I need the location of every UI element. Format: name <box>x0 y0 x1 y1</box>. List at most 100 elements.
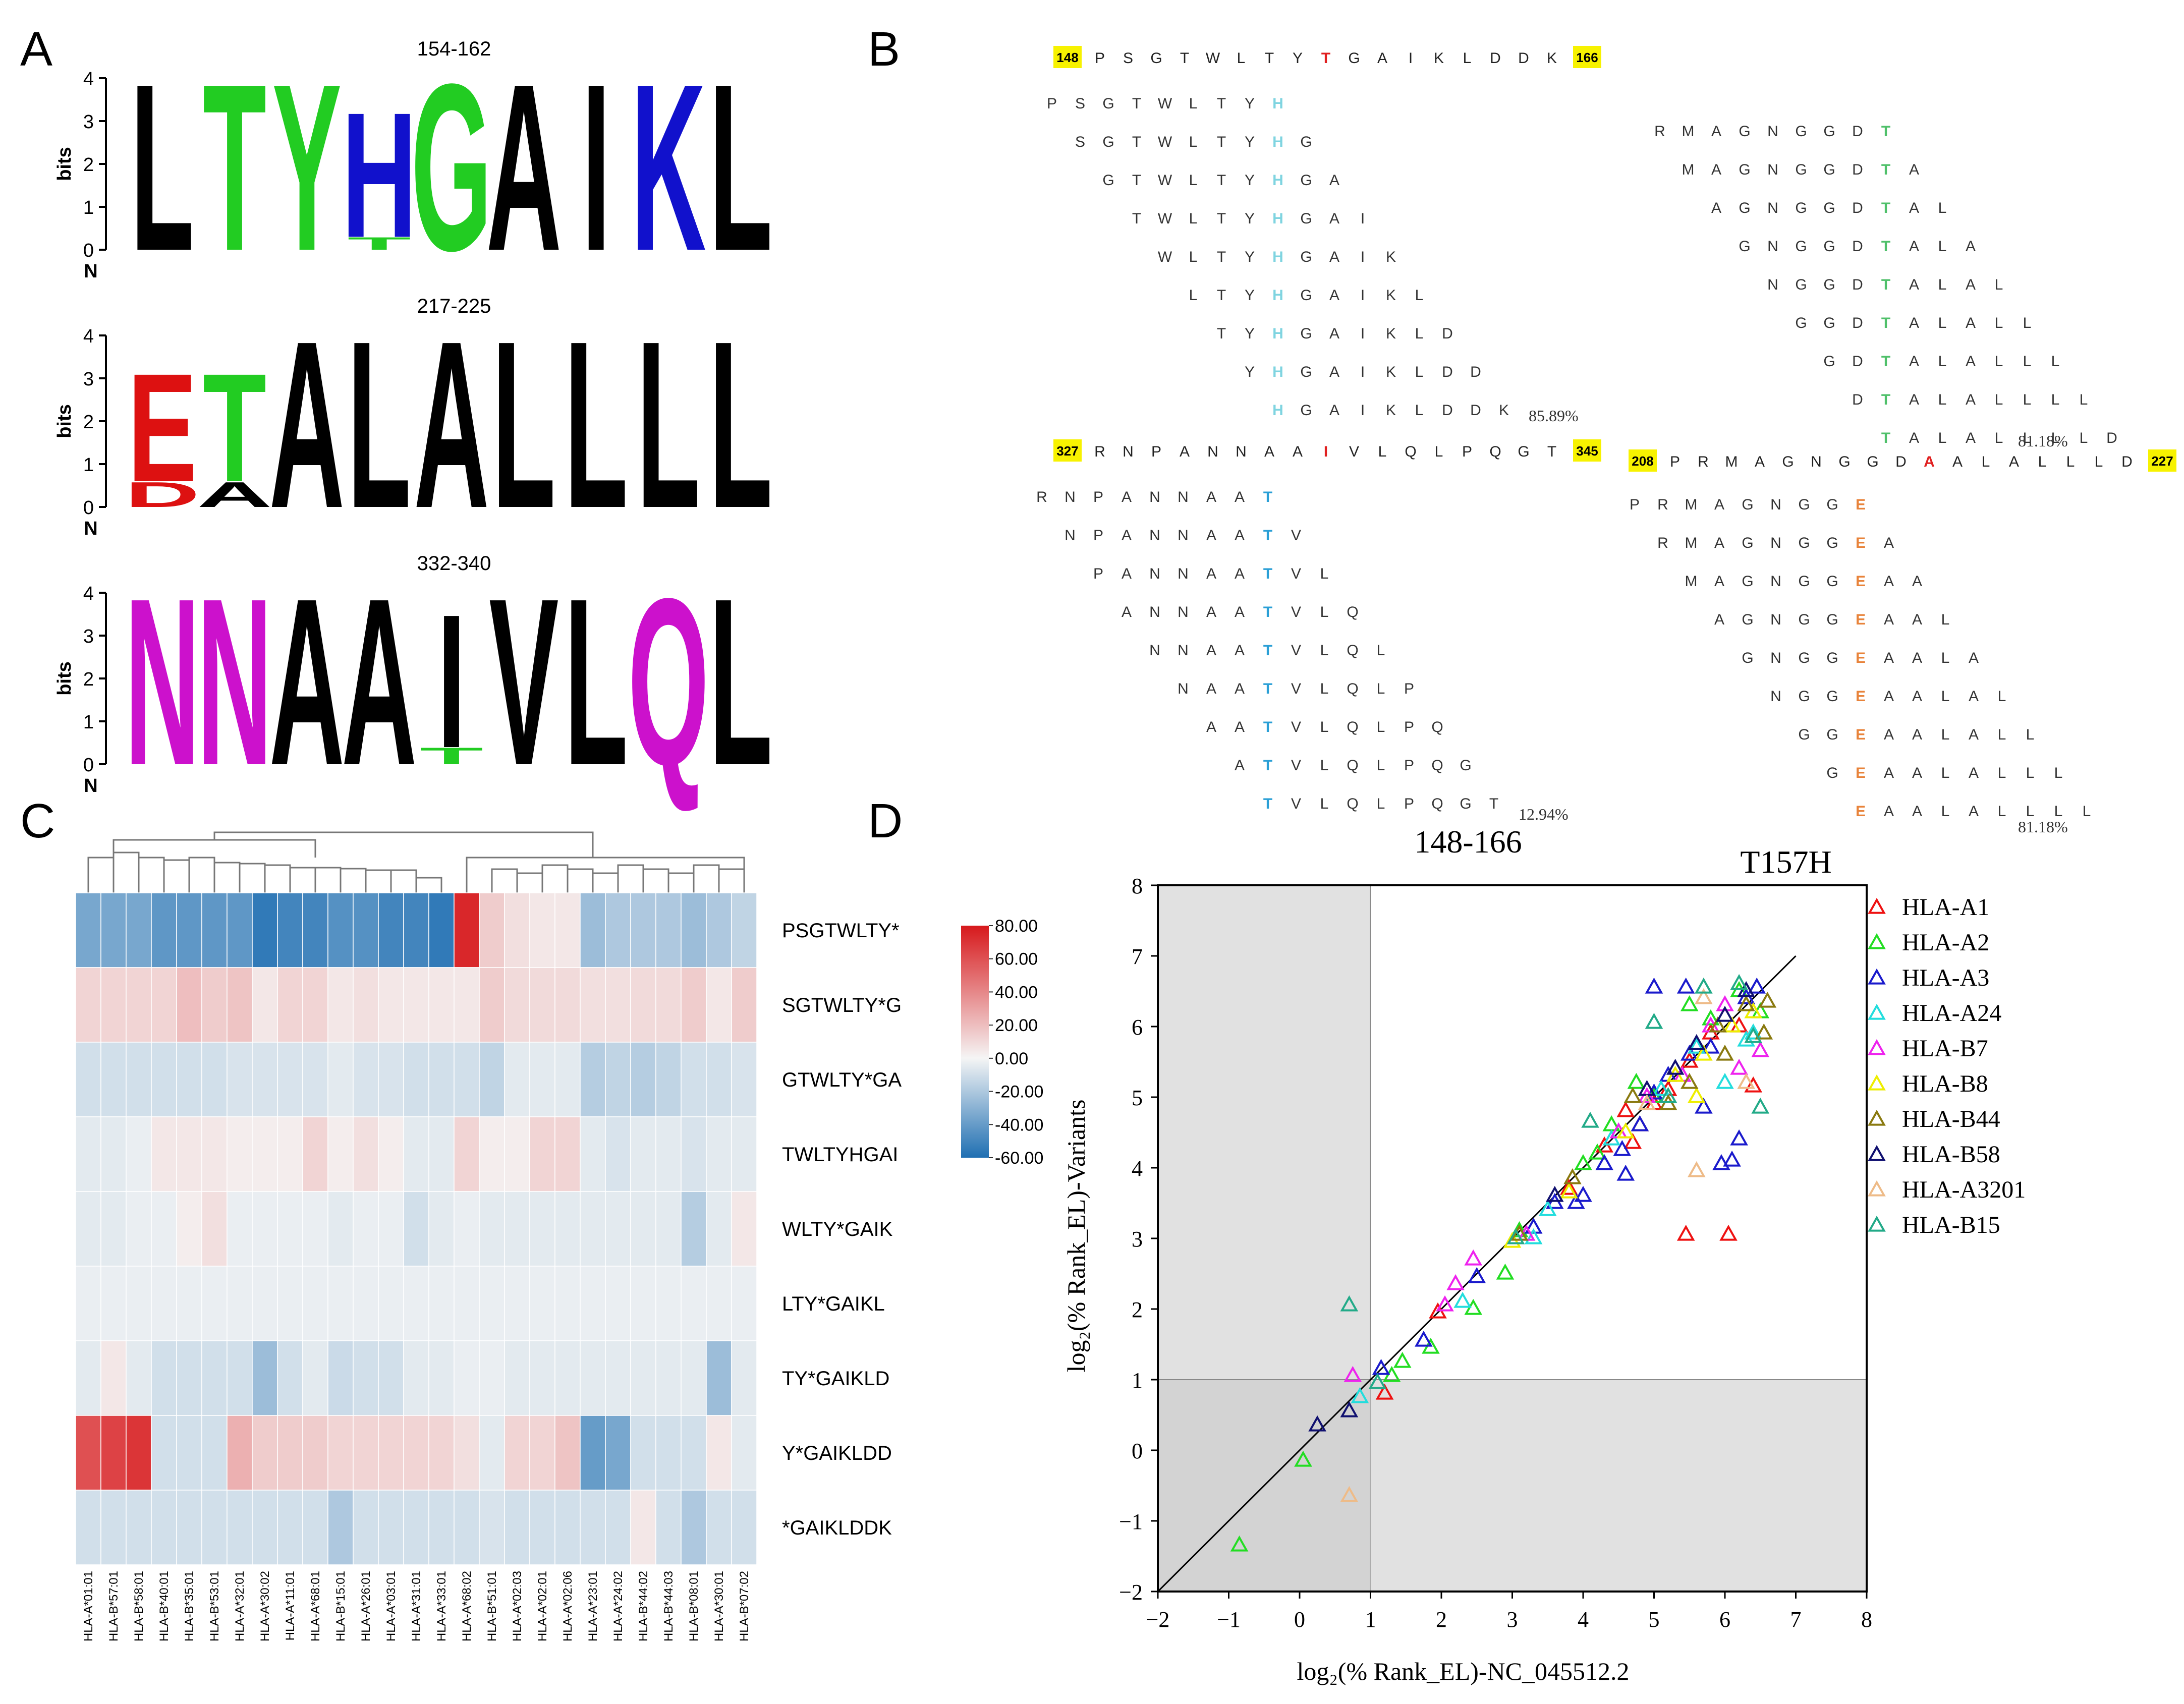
heatmap-cell <box>201 967 228 1043</box>
heatmap-cell <box>227 1116 253 1192</box>
variant-peptide-residue: A <box>1912 650 1922 666</box>
variant-peptide-residue: A <box>1235 719 1245 735</box>
heatmap-cell <box>75 1415 101 1491</box>
heatmap-col-label: HLA-A*01:01 <box>82 1571 95 1641</box>
variant-peptide-residue: T <box>1881 123 1890 140</box>
heatmap-row-label: GTWLTY*GA <box>782 1069 902 1091</box>
heatmap-row-label: WLTY*GAIK <box>782 1218 893 1240</box>
variant-peptide-residue: G <box>1826 535 1838 551</box>
variant-peptide-residue: A <box>1909 276 1919 293</box>
scatter-point <box>1574 1185 1592 1202</box>
variant-peptide-residue: G <box>1826 573 1838 590</box>
heatmap-cell <box>605 1490 631 1565</box>
heatmap-cell <box>630 967 656 1043</box>
reference-residue: Q <box>1489 443 1501 460</box>
variant-peptide-residue: N <box>1767 161 1778 178</box>
heatmap-cell <box>378 1340 404 1416</box>
heatmap-cell <box>554 1191 581 1267</box>
heatmap-cell <box>353 1490 379 1565</box>
variant-peptide-residue: T <box>1263 565 1272 582</box>
scatter-point <box>1666 1058 1685 1075</box>
variant-peptide-residue: D <box>1852 315 1863 331</box>
variant-peptide-residue: T <box>1132 210 1141 227</box>
heatmap-cell <box>731 1490 757 1565</box>
heatmap-cell <box>126 1340 152 1416</box>
heatmap-cell <box>176 1266 202 1341</box>
heatmap-cell <box>681 967 707 1043</box>
heatmap-col-label: HLA-A*30:02 <box>258 1571 272 1641</box>
variant-peptide-residue: D <box>1442 325 1453 342</box>
heatmap-row-label: *GAIKLDDK <box>782 1517 892 1539</box>
heatmap-cell <box>706 1490 732 1565</box>
variant-peptide-residue: L <box>1189 287 1198 304</box>
scatter-point <box>1645 1083 1663 1100</box>
variant-peptide-residue: R <box>1654 123 1665 140</box>
reference-residue: A <box>1180 443 1190 460</box>
variant-peptide-residue: M <box>1682 161 1695 178</box>
variant-peptide-residue: T <box>1217 95 1226 112</box>
scatter-point <box>1723 1150 1741 1167</box>
variant-peptide-residue: A <box>1206 604 1216 620</box>
variant-peptide-residue: A <box>1711 123 1721 140</box>
heatmap-cell <box>100 1340 127 1416</box>
scatter-point <box>1464 1249 1483 1266</box>
reference-residue: R <box>1698 453 1709 470</box>
heatmap-cell <box>75 892 101 968</box>
variant-peptide-residue: L <box>1938 315 1947 331</box>
reference-residue: T <box>1547 443 1556 460</box>
logo-letter: A <box>342 549 417 815</box>
variant-peptide-residue: T <box>1489 796 1498 812</box>
reference-residue: G <box>1867 453 1878 470</box>
variant-peptide-residue: A <box>1235 565 1245 582</box>
variant-peptide-residue: L <box>2023 391 2032 408</box>
variant-peptide-residue: E <box>1856 650 1866 666</box>
scatter-point <box>1758 991 1777 1008</box>
logo-y-tick-label: 2 <box>83 669 94 690</box>
logo-letter: A <box>197 475 272 515</box>
heatmap-cell <box>353 1116 379 1192</box>
column-dendrogram <box>87 831 745 893</box>
variant-peptide-residue: T <box>1881 430 1890 446</box>
heatmap-cell <box>630 1415 656 1491</box>
variant-frequency: 85.89% <box>1529 407 1579 425</box>
variant-peptide-residue: T <box>1217 172 1226 189</box>
scatter-point <box>1744 1023 1763 1040</box>
variant-peptide-residue: S <box>1075 95 1085 112</box>
heatmap-cell <box>580 967 606 1043</box>
heatmap-cell <box>605 1340 631 1416</box>
variant-peptide-residue: N <box>1770 573 1781 590</box>
position-highlight <box>2148 449 2176 472</box>
scatter-point <box>1695 1044 1713 1061</box>
variant-peptide-residue: E <box>1856 726 1866 743</box>
variant-peptide-residue: G <box>1742 611 1753 628</box>
variant-peptide-residue: A <box>1714 611 1724 628</box>
scatter-point <box>1372 1358 1390 1375</box>
y-tick-label: −2 <box>1119 1580 1143 1605</box>
heatmap-cell <box>252 1490 278 1565</box>
heatmap-cell <box>630 1266 656 1341</box>
colorbar-label: 0.00 <box>995 1049 1028 1068</box>
heatmap-cell <box>428 892 455 968</box>
y-tick-label: 2 <box>1132 1297 1143 1322</box>
position-highlight <box>1053 46 1082 68</box>
legend-label: HLA-A3 <box>1902 964 1989 991</box>
variant-peptide-residue: Q <box>1347 680 1358 697</box>
scatter-point <box>1588 1143 1606 1160</box>
scatter-point <box>1496 1263 1515 1280</box>
reference-residue: G <box>1348 50 1360 67</box>
heatmap-cell <box>655 1191 682 1267</box>
heatmap-cell <box>706 1340 732 1416</box>
variant-peptide-residue: Q <box>1347 642 1358 659</box>
scatter-point <box>1687 1161 1706 1177</box>
variant-peptide-residue: Y <box>1245 95 1255 112</box>
heatmap-cell <box>655 1340 682 1416</box>
y-tick-label: 8 <box>1132 874 1143 898</box>
heatmap-cell <box>227 1191 253 1267</box>
legend-marker <box>1868 1215 1886 1232</box>
logo-y-tick-label: 4 <box>83 326 94 347</box>
heatmap-cell <box>681 1266 707 1341</box>
variant-peptide-residue: A <box>1714 535 1724 551</box>
heatmap-cell <box>252 1340 278 1416</box>
variant-peptide-residue: N <box>1770 688 1781 705</box>
heatmap-cell <box>403 1490 429 1565</box>
